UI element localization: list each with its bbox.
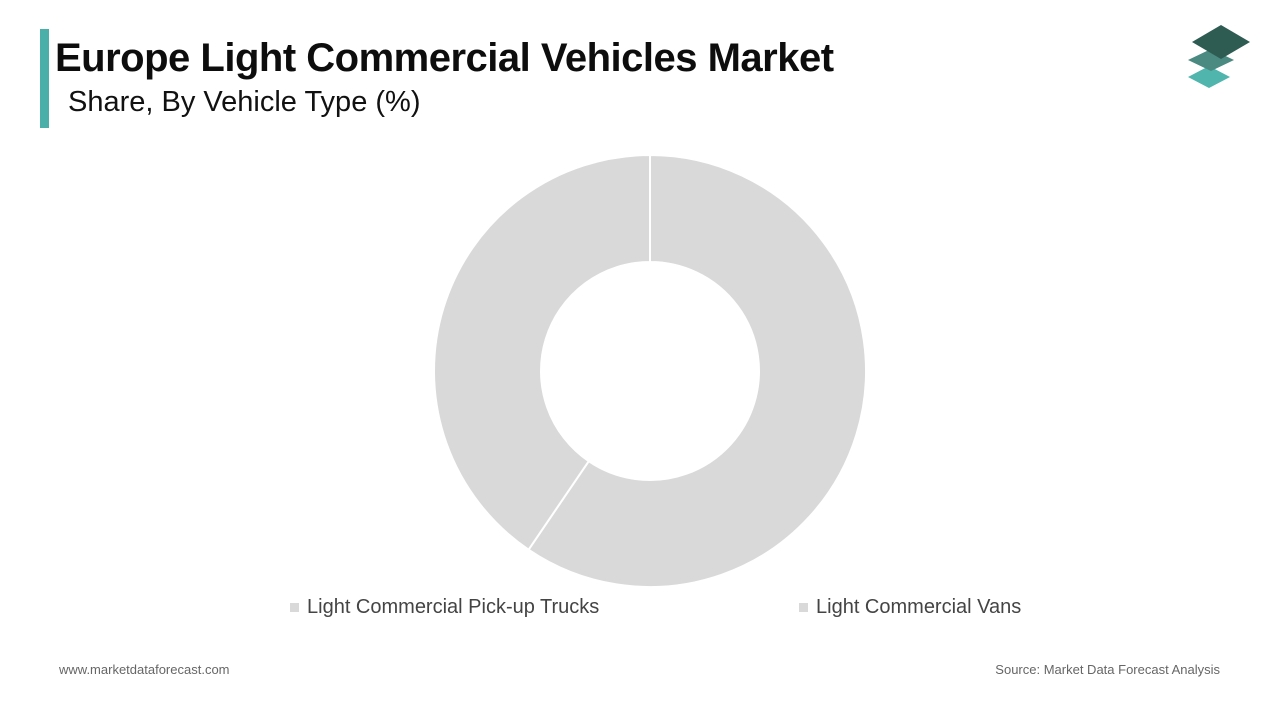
- title-accent-bar: [40, 29, 49, 128]
- legend-swatch-pickup-trucks: [290, 602, 299, 612]
- donut-slice-light-commercial-pick-up-trucks: [433, 153, 651, 552]
- legend-label-vans: Light Commercial Vans: [816, 595, 1022, 618]
- legend-swatch-vans: [799, 602, 808, 612]
- legend-label-pickup-trucks: Light Commercial Pick-up Trucks: [307, 595, 600, 618]
- chart-title: Europe Light Commercial Vehicles Market: [55, 36, 834, 80]
- footer-source: Source: Market Data Forecast Analysis: [995, 662, 1220, 677]
- stacked-layers-logo-icon: [1188, 25, 1250, 88]
- logo-layer-top: [1192, 25, 1250, 59]
- donut-slice-light-commercial-vans: [527, 153, 867, 588]
- legend-item-pickup-trucks: Light Commercial Pick-up Trucks: [290, 596, 599, 618]
- footer-website: www.marketdataforecast.com: [59, 662, 230, 677]
- logo-layer-bottom: [1188, 66, 1230, 88]
- donut-slices: [433, 153, 867, 588]
- chart-subtitle: Share, By Vehicle Type (%): [68, 86, 421, 118]
- legend-item-vans: Light Commercial Vans: [799, 596, 1021, 618]
